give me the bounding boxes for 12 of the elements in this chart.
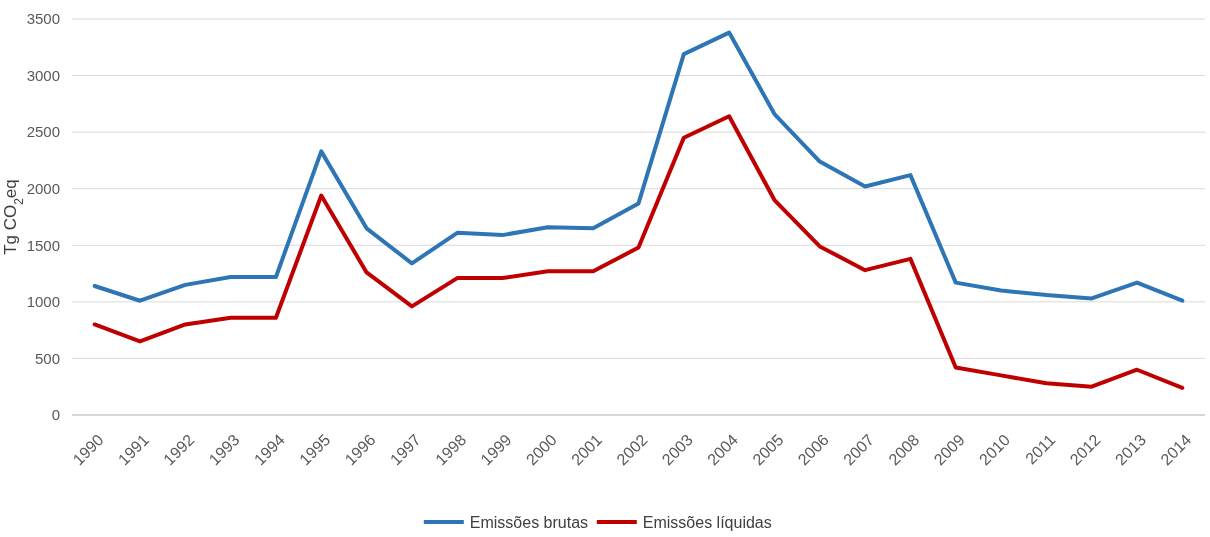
line-series (92, 114, 1185, 390)
y-tick-label: 500 (34, 349, 60, 367)
y-tick-label: 1500 (26, 236, 60, 254)
line-series (92, 30, 1185, 303)
legend-label: Emissões brutas (469, 513, 589, 531)
y-tick-label: 0 (51, 406, 60, 424)
legend-label: Emissões líquidas (642, 513, 772, 531)
y-tick-label: 3500 (26, 10, 60, 28)
y-tick-label: 1000 (26, 293, 60, 311)
y-tick-label: 2500 (26, 123, 60, 141)
y-tick-label: 2000 (26, 179, 60, 197)
y-tick-label: 3000 (26, 66, 60, 84)
